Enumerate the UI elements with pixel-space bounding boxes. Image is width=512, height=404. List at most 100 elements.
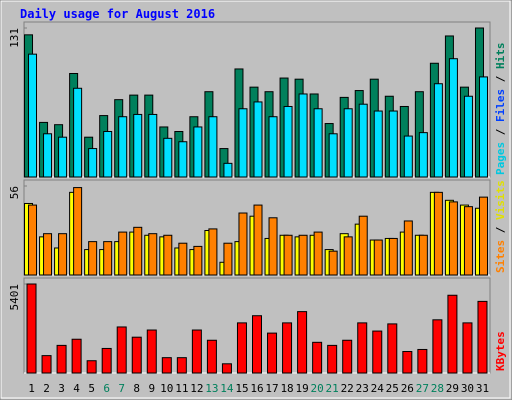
bar (328, 133, 338, 178)
bar (253, 204, 263, 276)
bar (163, 234, 173, 276)
bar (297, 311, 308, 374)
bar (58, 136, 68, 178)
bar (146, 329, 157, 374)
bar (88, 148, 98, 178)
bar (282, 322, 293, 374)
legend-entry: KBytes (494, 331, 507, 371)
bar (463, 95, 473, 178)
bar (447, 294, 458, 374)
x-tick-label: 27 (416, 382, 429, 395)
bar (28, 53, 38, 178)
bar (433, 191, 443, 276)
legend-entry: Sites (494, 240, 507, 273)
x-tick-label: 18 (280, 382, 293, 395)
bar (267, 332, 278, 374)
bar (418, 234, 428, 276)
x-tick-label: 3 (58, 382, 65, 395)
x-tick-label: 30 (461, 382, 474, 395)
legend-entry: Pages (494, 142, 507, 175)
bar (193, 126, 203, 178)
x-tick-label: 7 (118, 382, 125, 395)
x-tick-label: 29 (446, 382, 459, 395)
x-tick-label: 14 (220, 382, 234, 395)
legend-separator: / (494, 220, 507, 240)
y-tick-label: 56 (8, 186, 21, 199)
y-tick-label: 131 (8, 28, 21, 48)
bar (103, 131, 113, 178)
legend: KBytes (494, 331, 507, 371)
bar (343, 108, 353, 178)
bar (313, 231, 323, 276)
bar (403, 135, 413, 178)
bar (191, 329, 202, 374)
bar (116, 326, 127, 374)
bar (358, 215, 368, 276)
legend-separator: / (494, 69, 507, 89)
bar (283, 105, 293, 178)
bar (208, 116, 218, 178)
bar (148, 113, 158, 178)
x-tick-label: 28 (431, 382, 444, 395)
bar (372, 330, 383, 374)
bar (238, 108, 248, 178)
x-tick-label: 23 (356, 382, 369, 395)
y-tick-label: 5401 (8, 284, 21, 311)
bar (236, 322, 247, 374)
x-tick-label: 5 (88, 382, 95, 395)
legend-separator: / (494, 122, 507, 142)
bar (357, 322, 368, 374)
bar (417, 348, 428, 374)
bar (373, 239, 383, 276)
legend-entry: Files (494, 89, 507, 122)
bar (388, 237, 398, 276)
bar (28, 204, 38, 276)
bar (298, 93, 308, 178)
bar (43, 233, 53, 276)
bar (163, 137, 173, 178)
x-tick-label: 21 (326, 382, 339, 395)
x-tick-label: 24 (371, 382, 385, 395)
bar (387, 323, 398, 374)
bar (86, 360, 97, 374)
bar (328, 250, 338, 276)
bar (268, 217, 278, 276)
bar (101, 347, 112, 374)
legend-entry: Visits (494, 180, 507, 220)
x-tick-label: 22 (341, 382, 354, 395)
bar (283, 234, 293, 276)
bar (402, 351, 413, 374)
x-tick-label: 4 (73, 382, 80, 395)
x-tick-label: 1 (28, 382, 35, 395)
bar (312, 341, 323, 374)
bar (223, 162, 233, 178)
bar (133, 113, 143, 178)
bar (58, 233, 68, 276)
bar (208, 228, 218, 276)
bar (206, 339, 217, 374)
legend: Pages / Files / Hits (494, 43, 507, 176)
x-tick-label: 26 (401, 382, 414, 395)
bar (103, 241, 113, 276)
bar (56, 344, 67, 374)
bar (432, 319, 443, 374)
bar (133, 226, 143, 276)
bar (43, 133, 53, 178)
x-tick-label: 20 (311, 382, 324, 395)
chart-title: Daily usage for August 2016 (20, 7, 215, 21)
bar (298, 234, 308, 276)
bar (313, 108, 323, 178)
x-tick-label: 10 (160, 382, 173, 395)
x-tick-label: 16 (250, 382, 263, 395)
bar (178, 141, 188, 178)
legend-entry: Hits (494, 43, 507, 70)
x-tick-label: 17 (265, 382, 278, 395)
bar (462, 322, 473, 374)
bar (373, 110, 383, 178)
bar (223, 242, 233, 276)
x-tick-label: 2 (43, 382, 50, 395)
x-tick-label: 9 (148, 382, 155, 395)
x-tick-label: 8 (133, 382, 140, 395)
